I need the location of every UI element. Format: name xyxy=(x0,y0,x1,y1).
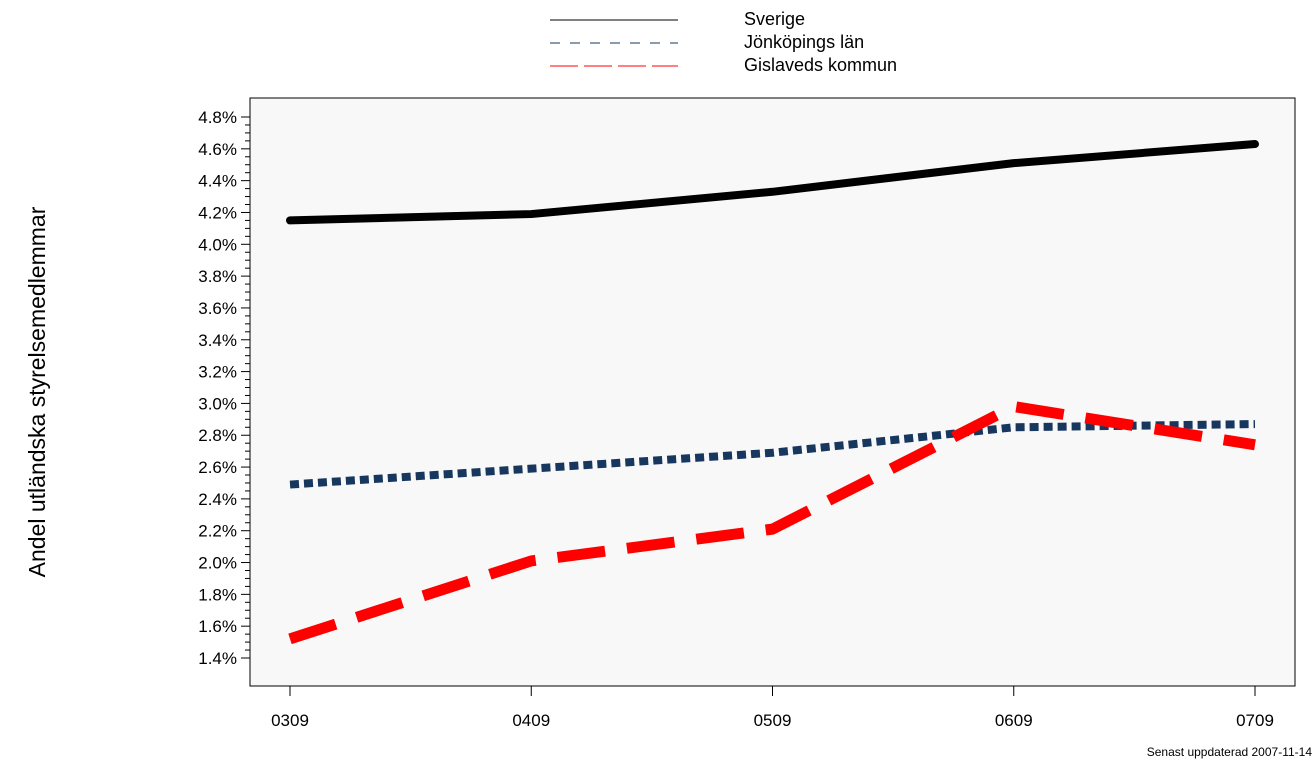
plot-area xyxy=(249,97,1296,687)
legend-label: Sverige xyxy=(744,9,805,29)
y-tick-label: 3.6% xyxy=(198,299,237,318)
y-tick-label: 4.4% xyxy=(198,172,237,191)
y-tick-label: 3.0% xyxy=(198,394,237,413)
y-tick-label: 2.8% xyxy=(198,426,237,445)
x-tick-label: 0409 xyxy=(512,711,550,730)
series-line-sverige xyxy=(286,140,1259,225)
y-axis-label: Andel utländska styrelsemedlemmar xyxy=(24,206,50,577)
y-tick-label: 1.8% xyxy=(198,585,237,604)
series-layer xyxy=(286,140,1259,645)
last-updated-note: Senast uppdaterad 2007-11-14 xyxy=(1146,745,1312,759)
legend-label: Jönköpings län xyxy=(744,32,864,52)
x-tick-label: 0509 xyxy=(754,711,792,730)
y-tick-label: 2.4% xyxy=(198,490,237,509)
y-tick-label: 3.4% xyxy=(198,331,237,350)
y-tick-label: 4.6% xyxy=(198,140,237,159)
y-axis: 1.4% 1.6% 1.8% 2.0% 2.2% 2.4% 2.6% 2.8% 3.0% 3.2%… xyxy=(198,108,250,668)
x-tick-label: 0709 xyxy=(1236,711,1274,730)
y-tick-label: 1.6% xyxy=(198,617,237,636)
x-tick-label: 0309 xyxy=(271,711,309,730)
y-tick-label: 4.8% xyxy=(198,108,237,127)
y-tick-label: 2.0% xyxy=(198,554,237,573)
series-line-gislaveds-kommun xyxy=(288,401,1256,645)
series-line-j-nk-pings-l-n xyxy=(289,420,1256,489)
y-tick-label: 3.8% xyxy=(198,267,237,286)
x-axis: 0309 0409 0509 0609 0709 xyxy=(271,686,1274,730)
y-tick-label: 3.2% xyxy=(198,363,237,382)
y-tick-label: 1.4% xyxy=(198,649,237,668)
y-tick-label: 4.2% xyxy=(198,203,237,222)
legend-label: Gislaveds kommun xyxy=(744,55,897,75)
y-tick-label: 2.2% xyxy=(198,522,237,541)
y-tick-label: 4.0% xyxy=(198,235,237,254)
y-tick-label: 2.6% xyxy=(198,458,237,477)
x-tick-label: 0609 xyxy=(995,711,1033,730)
legend: Sverige Jönköpings län Gislaveds kommun xyxy=(550,9,897,75)
